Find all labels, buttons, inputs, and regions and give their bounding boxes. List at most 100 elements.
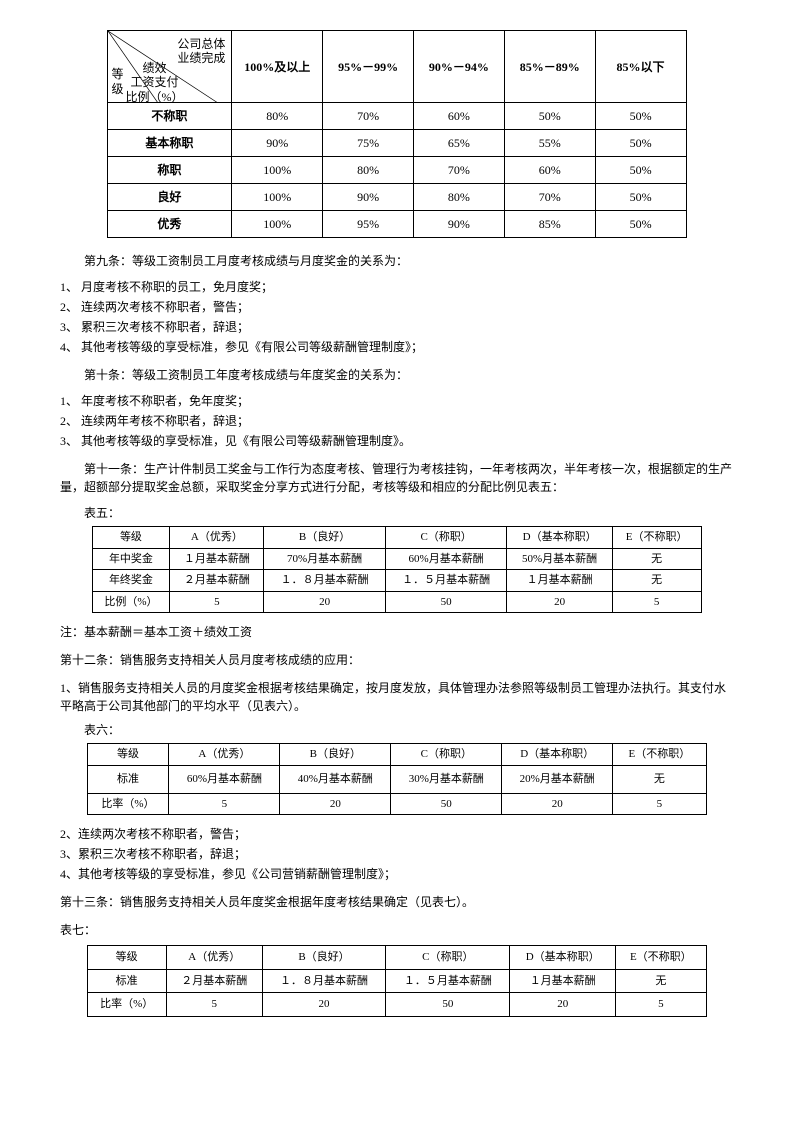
- article-10-list: 1、 年度考核不称职者，免年度奖； 2、 连续两年考核不称职者，辞退； 3、 其…: [60, 392, 733, 450]
- cell: 20: [507, 591, 612, 613]
- cell: １．８月基本薪酬: [264, 570, 386, 592]
- list-item: 4、其他考核等级的享受标准，参见《公司营销薪酬管理制度》；: [60, 865, 733, 883]
- cell: １．５月基本薪酬: [385, 570, 507, 592]
- cell: 5: [613, 793, 706, 815]
- cell: 60%月基本薪酬: [169, 765, 280, 793]
- col-header: 100%及以上: [232, 31, 323, 103]
- col-header: 95%－99%: [323, 31, 414, 103]
- cell: ２月基本薪酬: [170, 570, 264, 592]
- cell: １月基本薪酬: [507, 570, 612, 592]
- table-row: 等级 A（优秀） B（良好） C（称职） D（基本称职） E（不称职）: [92, 527, 701, 549]
- cell: 50%: [595, 130, 686, 157]
- cell: 60%: [414, 103, 505, 130]
- col-header: 85%－89%: [504, 31, 595, 103]
- cell: 60%: [504, 157, 595, 184]
- cell: 30%月基本薪酬: [391, 765, 502, 793]
- diag-bot-label: 等级: [112, 67, 124, 96]
- table5-label: 表五：: [60, 504, 733, 522]
- cell: 50%月基本薪酬: [507, 548, 612, 570]
- cell: 5: [166, 993, 262, 1017]
- cell: １．５月基本薪酬: [386, 969, 510, 993]
- article-12-title: 第十二条：销售服务支持相关人员月度考核成绩的应用：: [60, 651, 733, 669]
- table-row: 年中奖金 １月基本薪酬 70%月基本薪酬 60%月基本薪酬 50%月基本薪酬 无: [92, 548, 701, 570]
- cell: A（优秀）: [169, 744, 280, 766]
- cell: 20: [280, 793, 391, 815]
- table6-label: 表六：: [60, 721, 733, 739]
- article-10-title: 第十条：等级工资制员工年度考核成绩与年度奖金的关系为：: [60, 366, 733, 384]
- cell: 50: [386, 993, 510, 1017]
- list-item: 3、 累积三次考核不称职者，辞退；: [60, 318, 733, 336]
- cell: 等级: [87, 946, 166, 970]
- table-row: 等级 A（优秀） B（良好） C（称职） D（基本称职） E（不称职）: [87, 744, 706, 766]
- cell: 5: [169, 793, 280, 815]
- list-item: 2、 连续两年考核不称职者，辞退；: [60, 412, 733, 430]
- cell: 95%: [323, 211, 414, 238]
- cell: C（称职）: [386, 946, 510, 970]
- cell: 年中奖金: [92, 548, 170, 570]
- cell: 65%: [414, 130, 505, 157]
- cell: C（称职）: [391, 744, 502, 766]
- cell: 80%: [323, 157, 414, 184]
- cell: 90%: [323, 184, 414, 211]
- table-row: 不称职 80% 70% 60% 50% 50%: [107, 103, 686, 130]
- cell: 70%: [323, 103, 414, 130]
- list-item: 2、连续两次考核不称职者，警告；: [60, 825, 733, 843]
- table-row: 良好 100% 90% 80% 70% 50%: [107, 184, 686, 211]
- list-item: 1、 月度考核不称职的员工，免月度奖；: [60, 278, 733, 296]
- cell: 70%: [504, 184, 595, 211]
- list-item: 1、 年度考核不称职者，免年度奖；: [60, 392, 733, 410]
- cell: C（称职）: [385, 527, 507, 549]
- list-item: 4、 其他考核等级的享受标准，参见《有限公司等级薪酬管理制度》；: [60, 338, 733, 356]
- table7-label: 表七：: [60, 921, 733, 939]
- cell: 5: [170, 591, 264, 613]
- table-row: 比率（%） 5 20 50 20 5: [87, 793, 706, 815]
- cell: A（优秀）: [170, 527, 264, 549]
- cell: １月基本薪酬: [510, 969, 616, 993]
- list-item: 3、累积三次考核不称职者，辞退；: [60, 845, 733, 863]
- cell: 标准: [87, 969, 166, 993]
- cell: E（不称职）: [613, 744, 706, 766]
- table-5: 等级 A（优秀） B（良好） C（称职） D（基本称职） E（不称职） 年中奖金…: [92, 526, 702, 613]
- cell: 20: [264, 591, 386, 613]
- cell: 5: [616, 993, 706, 1017]
- row-label: 基本称职: [107, 130, 232, 157]
- cell: １月基本薪酬: [170, 548, 264, 570]
- article-12-list: 2、连续两次考核不称职者，警告； 3、累积三次考核不称职者，辞退； 4、其他考核…: [60, 825, 733, 883]
- cell: 等级: [92, 527, 170, 549]
- table-row: 等级 A（优秀） B（良好） C（称职） D（基本称职） E（不称职）: [87, 946, 706, 970]
- list-item: 3、 其他考核等级的享受标准，见《有限公司等级薪酬管理制度》。: [60, 432, 733, 450]
- article-11: 第十一条：生产计件制员工奖金与工作行为态度考核、管理行为考核挂钩，一年考核两次，…: [60, 460, 733, 496]
- cell: 50: [391, 793, 502, 815]
- cell: 50%: [595, 157, 686, 184]
- article-13: 第十三条：销售服务支持相关人员年度奖金根据年度考核结果确定（见表七）。: [60, 893, 733, 911]
- cell: 55%: [504, 130, 595, 157]
- cell: 100%: [232, 157, 323, 184]
- cell: 75%: [323, 130, 414, 157]
- cell: 50: [385, 591, 507, 613]
- cell: 20: [262, 993, 386, 1017]
- cell: １．８月基本薪酬: [262, 969, 386, 993]
- col-header: 90%－94%: [414, 31, 505, 103]
- table-row: 称职 100% 80% 70% 60% 50%: [107, 157, 686, 184]
- cell: ２月基本薪酬: [166, 969, 262, 993]
- diagonal-header-cell: 公司总体业绩完成 绩效工资支付比例（%） 等级: [107, 31, 232, 103]
- cell: 无: [616, 969, 706, 993]
- table-row: 标准 ２月基本薪酬 １．８月基本薪酬 １．５月基本薪酬 １月基本薪酬 无: [87, 969, 706, 993]
- table-row: 基本称职 90% 75% 65% 55% 50%: [107, 130, 686, 157]
- diag-mid-label: 绩效工资支付比例（%）: [126, 61, 184, 104]
- list-item: 2、 连续两次考核不称职者，警告；: [60, 298, 733, 316]
- cell: 5: [612, 591, 701, 613]
- cell: 50%: [595, 211, 686, 238]
- row-label: 良好: [107, 184, 232, 211]
- cell: 无: [612, 570, 701, 592]
- cell: 90%: [232, 130, 323, 157]
- note-1: 注：基本薪酬＝基本工资＋绩效工资: [60, 623, 733, 641]
- cell: B（良好）: [280, 744, 391, 766]
- cell: D（基本称职）: [507, 527, 612, 549]
- cell: 40%月基本薪酬: [280, 765, 391, 793]
- cell: 无: [612, 548, 701, 570]
- article-12-p1: 1、销售服务支持相关人员的月度奖金根据考核结果确定，按月度发放，具体管理办法参照…: [60, 679, 733, 715]
- cell: D（基本称职）: [502, 744, 613, 766]
- article-9-title: 第九条：等级工资制员工月度考核成绩与月度奖金的关系为：: [60, 252, 733, 270]
- cell: 100%: [232, 184, 323, 211]
